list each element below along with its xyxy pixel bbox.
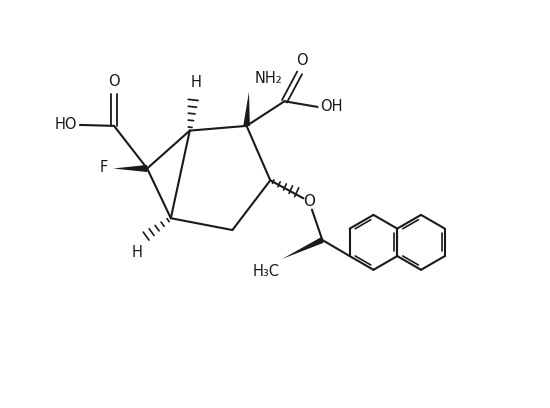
Polygon shape bbox=[282, 237, 323, 259]
Text: O: O bbox=[303, 194, 315, 208]
Text: O: O bbox=[296, 53, 307, 68]
Text: H: H bbox=[190, 75, 201, 90]
Polygon shape bbox=[243, 92, 250, 126]
Text: O: O bbox=[108, 74, 120, 89]
Text: HO: HO bbox=[54, 118, 77, 133]
Text: H₃C: H₃C bbox=[253, 264, 280, 279]
Text: OH: OH bbox=[321, 100, 343, 114]
Polygon shape bbox=[113, 165, 147, 172]
Text: H: H bbox=[131, 245, 142, 260]
Text: F: F bbox=[100, 160, 108, 175]
Text: NH₂: NH₂ bbox=[254, 71, 282, 86]
